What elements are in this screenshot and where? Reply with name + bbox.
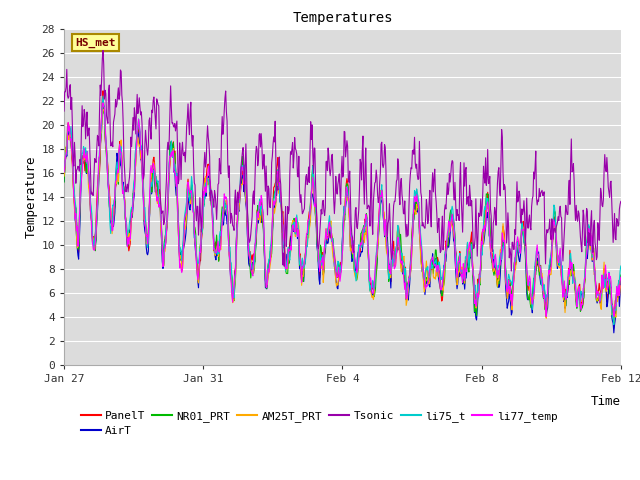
Y-axis label: Temperature: Temperature: [24, 156, 37, 238]
Text: HS_met: HS_met: [75, 37, 116, 48]
Title: Temperatures: Temperatures: [292, 11, 393, 25]
Text: Time: Time: [591, 395, 621, 408]
Legend: PanelT, AirT, NR01_PRT, AM25T_PRT, Tsonic, li75_t, li77_temp: PanelT, AirT, NR01_PRT, AM25T_PRT, Tsoni…: [81, 411, 557, 436]
